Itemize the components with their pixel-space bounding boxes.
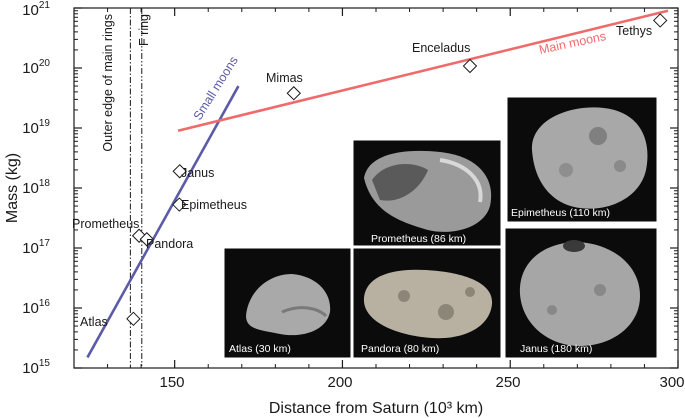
y-tick-label: 1015 [22,358,50,377]
marker-pandora [139,232,155,247]
photo-epimetheus: Epimetheus (110 km) [506,96,658,223]
moon-label-pandora: Pandora [146,237,193,251]
x-axis-title: Distance from Saturn (10³ km) [269,400,483,417]
marker-enceladus [462,58,478,74]
x-tick-label: 150 [159,374,184,391]
moon-label-epimetheus: Epimetheus [181,198,247,212]
moon-label-enceladus: Enceladus [412,41,470,55]
outer-ring-label: Outer edge of main rings [101,14,115,152]
marker-janus [172,164,187,179]
marker-mimas [286,86,301,101]
x-tick-label: 250 [495,374,520,391]
caption-janus: Janus (180 km) [520,343,592,355]
ring-lines [129,8,143,368]
photo-janus: Janus (180 km) [504,227,658,359]
photo-atlas: Atlas (30 km) [223,247,352,359]
y-tick-label: 1018 [22,178,50,197]
pandora-moon-image [363,269,493,339]
photo-pandora: Pandora (80 km) [352,247,502,359]
marker-epimetheus [172,197,187,212]
caption-prometheus: Prometheus (86 km) [371,233,466,245]
x-tick-labels: 150 200 250 300 [159,374,684,391]
moon-label-atlas: Atlas [80,315,108,329]
y-tick-label: 1017 [22,238,50,257]
y-tick-label: 1020 [22,58,50,77]
caption-pandora: Pandora (80 km) [361,343,439,355]
y-axis-title: Mass (kg) [4,153,21,223]
y-tick-label: 1019 [22,118,50,137]
janus-moon-image [519,242,640,346]
y-tick-labels: 1015 1016 1017 1018 1019 1020 1021 [22,0,50,377]
epimetheus-moon-image [531,107,648,209]
atlas-moon-image [246,274,331,336]
photo-prometheus: Prometheus (86 km) [352,139,502,247]
caption-atlas: Atlas (30 km) [229,343,291,355]
trend-lines [86,9,669,359]
axis-ticks [74,7,679,369]
marker-atlas [126,311,141,327]
moon-label-tethys: Tethys [616,24,652,38]
y-tick-label: 1021 [22,0,50,19]
marker-tethys [653,13,668,28]
moon-markers [126,13,668,327]
small-moons-label: Small moons [191,54,241,123]
moon-label-janus: Janus [181,166,214,180]
small-moons-line [86,85,240,359]
caption-epimetheus: Epimetheus (110 km) [511,207,610,219]
y-tick-label: 1016 [22,298,50,317]
x-tick-label: 300 [659,374,684,391]
moon-label-prometheus: Prometheus [72,217,139,231]
x-tick-label: 200 [327,374,352,391]
main-moons-line [177,9,669,133]
moon-label-mimas: Mimas [266,71,303,85]
f-ring-label: F ring [137,14,151,46]
